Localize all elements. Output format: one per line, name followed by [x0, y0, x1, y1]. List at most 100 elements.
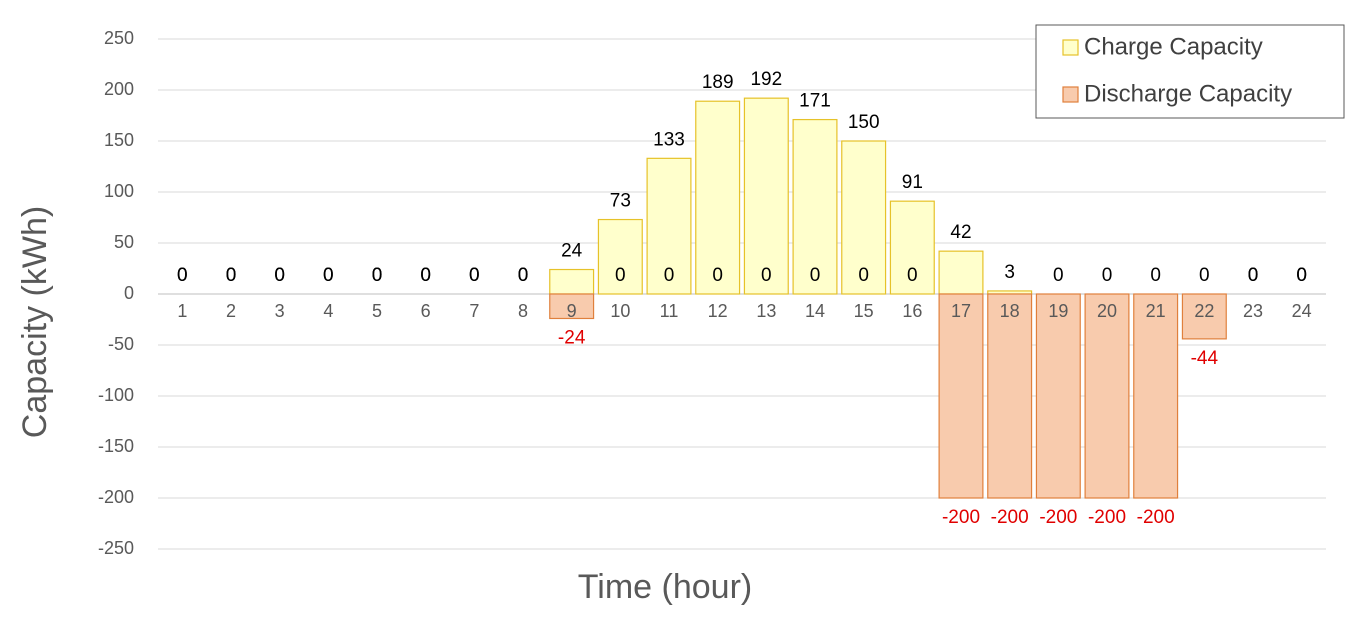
x-axis-title: Time (hour): [578, 568, 752, 606]
x-tick-label: 10: [610, 301, 630, 321]
value-label: 0: [469, 265, 480, 286]
value-label: 150: [848, 112, 880, 133]
value-label: 0: [1199, 265, 1210, 286]
value-label: 24: [561, 241, 583, 262]
value-label: 3: [1004, 262, 1015, 283]
value-label: 0: [1102, 265, 1113, 286]
value-label: -200: [991, 507, 1029, 528]
x-tick-label: 9: [567, 301, 577, 321]
x-tick-label: 18: [1000, 301, 1020, 321]
x-tick-label: 6: [421, 301, 431, 321]
value-label: -24: [558, 327, 586, 348]
bar: [1035, 293, 1081, 499]
legend-box: [1035, 24, 1345, 119]
bar: [695, 100, 741, 295]
y-tick-label: 150: [104, 130, 134, 150]
value-label: 192: [750, 69, 782, 90]
y-tick-label: -150: [98, 436, 134, 456]
legend-swatch: [1062, 86, 1079, 103]
value-label: 0: [1296, 265, 1307, 286]
value-label: 0: [858, 265, 869, 286]
bar: [1133, 293, 1179, 499]
value-label: -200: [1137, 507, 1175, 528]
value-label: 73: [610, 191, 631, 212]
bar: [549, 293, 595, 320]
bar: [1181, 293, 1227, 340]
x-tick-label: 19: [1048, 301, 1068, 321]
y-tick-label: 250: [104, 28, 134, 48]
value-label: 0: [761, 265, 772, 286]
value-label: 0: [323, 265, 334, 286]
bar: [1084, 293, 1130, 499]
value-label: 133: [653, 129, 685, 150]
value-label: 0: [1150, 265, 1161, 286]
bar: [646, 157, 692, 295]
y-tick-label: -250: [98, 538, 134, 558]
value-label: 171: [799, 91, 831, 112]
value-label: 0: [372, 265, 383, 286]
x-tick-label: 15: [854, 301, 874, 321]
value-label: 0: [615, 265, 626, 286]
x-tick-label: 7: [469, 301, 479, 321]
bar: [987, 293, 1033, 499]
x-tick-label: 12: [708, 301, 728, 321]
legend-label: Discharge Capacity: [1084, 80, 1292, 107]
value-label: 0: [664, 265, 675, 286]
value-label: 0: [226, 265, 237, 286]
value-label: 189: [702, 72, 734, 93]
x-tick-label: 8: [518, 301, 528, 321]
value-label: 0: [177, 265, 188, 286]
value-label: 0: [226, 265, 237, 286]
value-label: 0: [1053, 265, 1064, 286]
x-tick-label: 24: [1292, 301, 1312, 321]
x-tick-label: 4: [323, 301, 333, 321]
value-label: 0: [420, 265, 431, 286]
bar: [841, 140, 887, 295]
x-tick-label: 5: [372, 301, 382, 321]
value-label: 0: [907, 265, 918, 286]
value-label: 91: [902, 172, 923, 193]
x-tick-label: 16: [902, 301, 922, 321]
value-label: 0: [810, 265, 821, 286]
value-label: 0: [274, 265, 285, 286]
value-label: 0: [1296, 265, 1307, 286]
y-tick-label: -100: [98, 385, 134, 405]
y-tick-label: -200: [98, 487, 134, 507]
x-tick-label: 13: [756, 301, 776, 321]
x-tick-label: 3: [275, 301, 285, 321]
value-label: 0: [469, 265, 480, 286]
y-tick-label: 50: [114, 232, 134, 252]
value-label: 0: [420, 265, 431, 286]
value-label: 0: [177, 265, 188, 286]
x-tick-label: 14: [805, 301, 825, 321]
legend-label: Charge Capacity: [1084, 33, 1263, 60]
y-tick-label: -50: [108, 334, 134, 354]
x-tick-label: 22: [1194, 301, 1214, 321]
x-tick-label: 1: [177, 301, 187, 321]
bar: [743, 97, 789, 295]
y-tick-label: 0: [124, 283, 134, 303]
x-tick-label: 2: [226, 301, 236, 321]
legend-swatch: [1062, 39, 1079, 56]
bar: [938, 250, 984, 295]
value-label: -200: [1039, 507, 1077, 528]
y-tick-label: 200: [104, 79, 134, 99]
value-label: 0: [1248, 265, 1259, 286]
value-label: -200: [1088, 507, 1126, 528]
value-label: 0: [518, 265, 529, 286]
value-label: 0: [1248, 265, 1259, 286]
bar: [597, 218, 643, 295]
value-label: 0: [518, 265, 529, 286]
bar: [889, 200, 935, 295]
y-tick-label: 100: [104, 181, 134, 201]
x-tick-label: 11: [660, 301, 679, 321]
value-label: 0: [274, 265, 285, 286]
value-label: 0: [372, 265, 383, 286]
bar: [549, 268, 595, 295]
value-label: 0: [712, 265, 723, 286]
x-tick-label: 21: [1146, 301, 1166, 321]
value-label: -200: [942, 507, 980, 528]
x-tick-label: 23: [1243, 301, 1263, 321]
bar: [938, 293, 984, 499]
